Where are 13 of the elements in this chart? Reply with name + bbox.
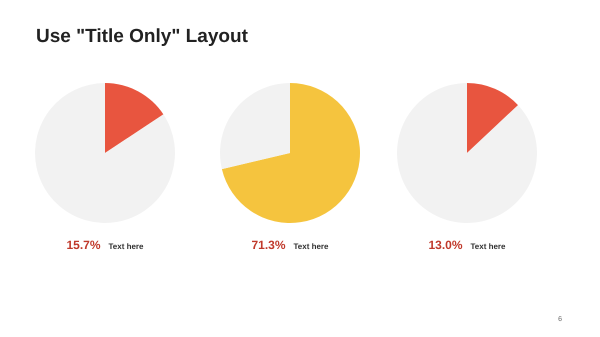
- pie-slice: [222, 83, 360, 223]
- text: Text here: [108, 242, 144, 251]
- text: Text here: [470, 242, 506, 251]
- pie-slice: [220, 83, 290, 170]
- chart-title: Use "Title Only" Layout: [36, 26, 248, 48]
- text: Text here: [294, 242, 328, 251]
- text: 15.7%: [66, 238, 101, 252]
- pie-slice: [35, 83, 175, 223]
- pie-slice: [105, 83, 164, 153]
- text: 13.0%: [428, 238, 463, 252]
- pie-slice: [467, 83, 518, 153]
- pie-slice: [397, 83, 537, 223]
- text: 71.3%: [251, 238, 286, 252]
